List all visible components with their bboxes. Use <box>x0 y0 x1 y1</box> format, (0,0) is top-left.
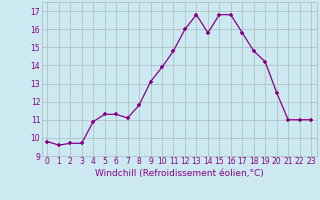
X-axis label: Windchill (Refroidissement éolien,°C): Windchill (Refroidissement éolien,°C) <box>95 169 264 178</box>
